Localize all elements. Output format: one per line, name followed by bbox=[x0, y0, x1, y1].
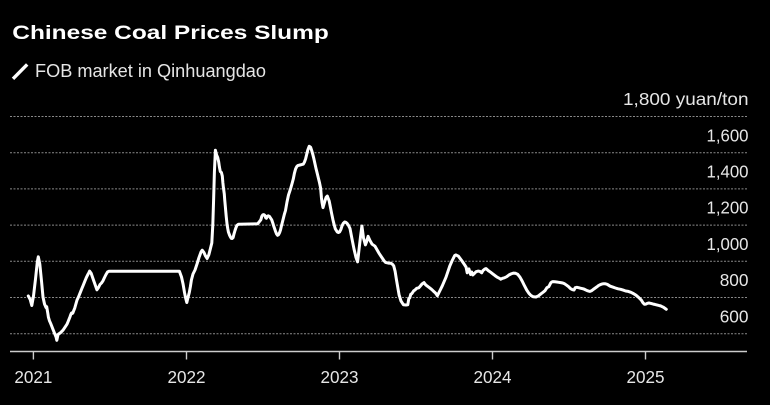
svg-text:1,400: 1,400 bbox=[707, 162, 749, 182]
svg-text:1,000: 1,000 bbox=[707, 234, 749, 254]
svg-text:2021: 2021 bbox=[14, 367, 52, 387]
svg-text:1,200: 1,200 bbox=[707, 198, 749, 218]
svg-text:Chinese Coal Prices Slump: Chinese Coal Prices Slump bbox=[12, 23, 329, 44]
svg-text:FOB market in Qinhuangdao: FOB market in Qinhuangdao bbox=[35, 61, 266, 81]
svg-text:1,800 yuan/ton: 1,800 yuan/ton bbox=[623, 89, 749, 109]
svg-text:2022: 2022 bbox=[168, 367, 206, 387]
svg-text:2025: 2025 bbox=[627, 367, 665, 387]
svg-text:800: 800 bbox=[720, 270, 749, 290]
svg-text:600: 600 bbox=[720, 306, 749, 326]
svg-text:2024: 2024 bbox=[474, 367, 512, 387]
svg-text:1,600: 1,600 bbox=[707, 125, 749, 145]
svg-text:2023: 2023 bbox=[321, 367, 359, 387]
